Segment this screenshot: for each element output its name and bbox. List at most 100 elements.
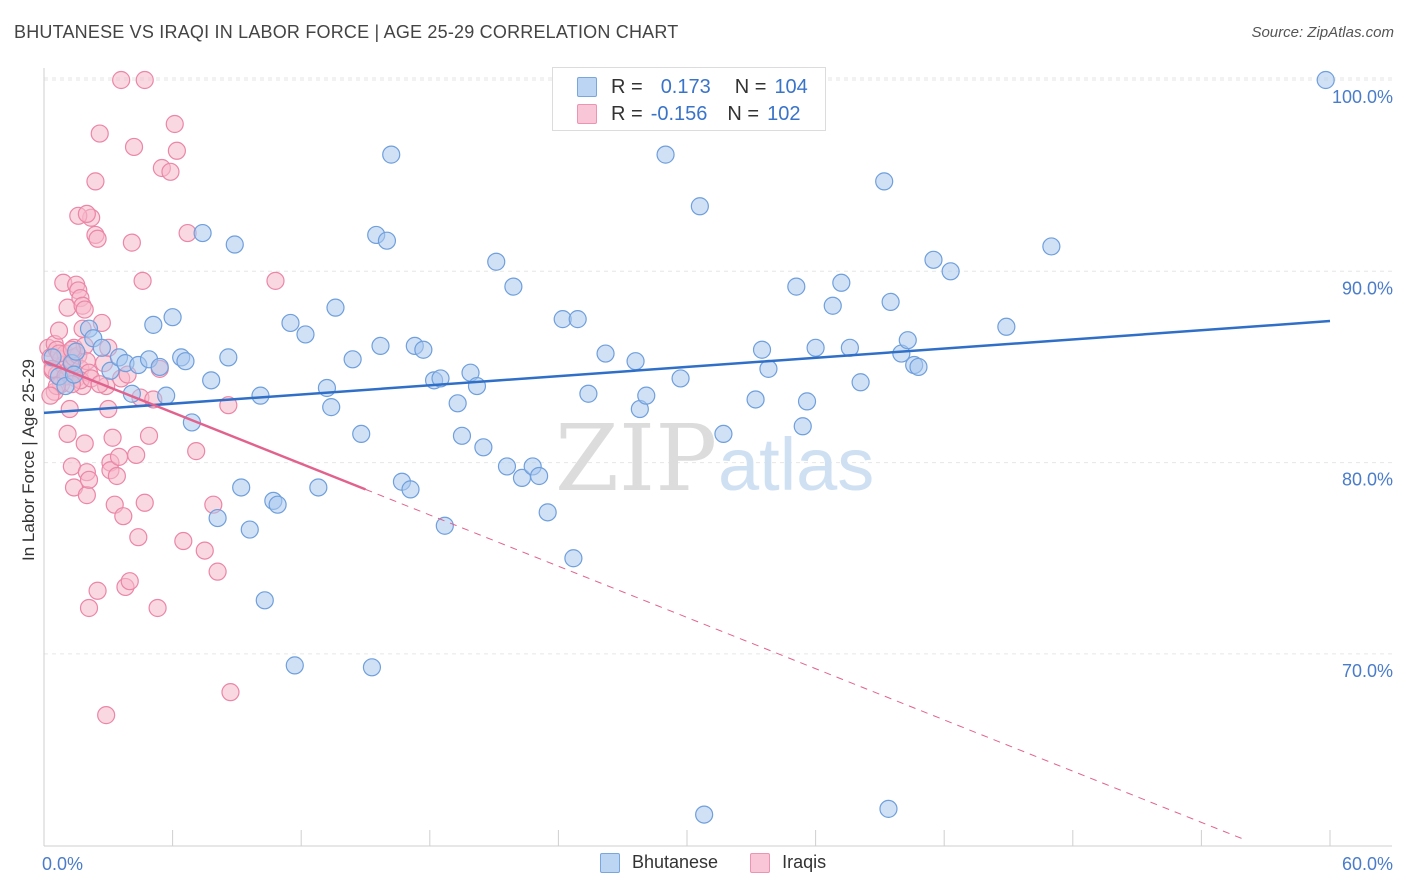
iraqis-point [58, 424, 77, 444]
iraqis-trend-extension [365, 488, 1245, 840]
series-swatch-pink [750, 852, 771, 873]
iraqis-point [266, 271, 285, 290]
bhutanese-point [690, 197, 709, 216]
bhutanese-point [163, 308, 182, 327]
bhutanese-point [909, 357, 928, 377]
bhutanese-point [752, 340, 772, 359]
iraqis-point [208, 562, 227, 581]
iraqis-point [187, 442, 206, 461]
iraqis-point [161, 162, 180, 181]
iraqis-point [129, 528, 148, 547]
bhutanese-point [714, 424, 733, 444]
legend-r-value: -0.156 [650, 102, 708, 125]
bhutanese-point [377, 231, 397, 250]
legend-swatch-pink [577, 104, 597, 124]
bhutanese-point [695, 805, 714, 824]
iraqis-point [88, 229, 107, 248]
legend-row-iraqis: R = -0.156 N = 102 [553, 101, 800, 127]
legend-r-value: 0.173 [660, 75, 711, 98]
legend-n-label: N = [734, 75, 767, 98]
series-swatch-blue [600, 852, 620, 873]
bhutanese-point [362, 658, 382, 677]
legend-row-bhutanese: R = 0.173 N = 104 [553, 74, 808, 100]
iraqis-point [90, 124, 109, 143]
bhutanese-point [487, 252, 506, 271]
source-credit: Source: ZipAtlas.com [1251, 24, 1394, 41]
iraqis-point [122, 233, 141, 252]
bhutanese-point [401, 480, 420, 499]
watermark-zip: ZIP [555, 405, 717, 512]
bhutanese-point [371, 336, 390, 356]
legend-r-label: R = [611, 102, 643, 125]
bhutanese-point [997, 317, 1016, 336]
bhutanese-point [251, 386, 270, 405]
iraqis-point [77, 486, 96, 505]
iraqis-point [112, 70, 131, 90]
legend-n-value: 102 [767, 102, 801, 125]
bhutanese-point [281, 313, 300, 333]
iraqis-point [221, 683, 240, 702]
bhutanese-point [579, 384, 598, 403]
bhutanese-point [232, 478, 251, 497]
bhutanese-point [851, 373, 870, 392]
trend-lines [43, 319, 1331, 840]
bhutanese-point [240, 520, 259, 539]
bhutanese-point [924, 250, 943, 269]
watermark-atlas: atlas [718, 423, 874, 506]
bhutanese-point [202, 371, 221, 390]
legend-r-label: R = [611, 75, 643, 98]
bhutanese-point [881, 292, 900, 312]
bhutanese-point [322, 398, 341, 417]
bhutanese-point [879, 799, 898, 818]
iraqis-point [79, 470, 99, 489]
bhutanese-point [193, 223, 212, 243]
bhutanese-point [157, 386, 176, 405]
bhutanese-point [832, 273, 851, 292]
bhutanese-point [898, 331, 917, 350]
bhutanese-point [530, 466, 549, 486]
iraqis-point [97, 706, 116, 725]
correlation-legend: R = 0.173 N = 104 R = -0.156 N = 102 [552, 67, 826, 131]
bhutanese-point [150, 357, 169, 377]
bhutanese-point [823, 296, 842, 315]
iraqis-point [77, 204, 96, 224]
series-legend-bhutanese[interactable]: Bhutanese [600, 852, 718, 873]
iraqis-point [107, 466, 126, 486]
bhutanese-point [268, 495, 287, 514]
bhutanese-point [538, 503, 557, 522]
axes [43, 68, 1392, 847]
y-tick-label: 70.0% [1342, 661, 1393, 681]
bhutanese-point [101, 361, 120, 380]
bhutanese-point [219, 348, 238, 367]
iraqis-point [167, 141, 186, 160]
series-legend-iraqis[interactable]: Iraqis [750, 852, 826, 873]
bhutanese-point [787, 277, 806, 296]
y-axis-title: In Labor Force | Age 25-29 [19, 359, 38, 561]
bhutanese-point [382, 145, 401, 164]
bhutanese-point [596, 344, 615, 363]
bhutanese-point [309, 478, 328, 497]
y-tick-label: 80.0% [1342, 470, 1393, 490]
iraqis-point [135, 493, 154, 512]
chart-title: BHUTANESE VS IRAQI IN LABOR FORCE | AGE … [14, 22, 679, 42]
bhutanese-point [176, 352, 195, 371]
bhutanese-point [225, 235, 244, 254]
bhutanese-point [746, 390, 765, 409]
bhutanese-point [92, 338, 111, 357]
bhutanese-point [343, 350, 362, 369]
bhutanese-point [208, 508, 227, 528]
bhutanese-point [67, 342, 86, 361]
bhutanese-point [875, 172, 894, 191]
bhutanese-points [43, 70, 1335, 824]
iraqis-point [60, 399, 79, 419]
bhutanese-point [467, 376, 487, 396]
bhutanese-point [352, 424, 371, 444]
bhutanese-point [793, 417, 812, 436]
iraqis-point [133, 271, 152, 290]
iraqis-point [195, 541, 214, 560]
x-tick-label: 60.0% [1342, 854, 1393, 874]
bhutanese-point [797, 392, 817, 411]
bhutanese-point [326, 298, 345, 317]
bhutanese-point [452, 426, 472, 445]
bhutanese-point [448, 394, 467, 413]
